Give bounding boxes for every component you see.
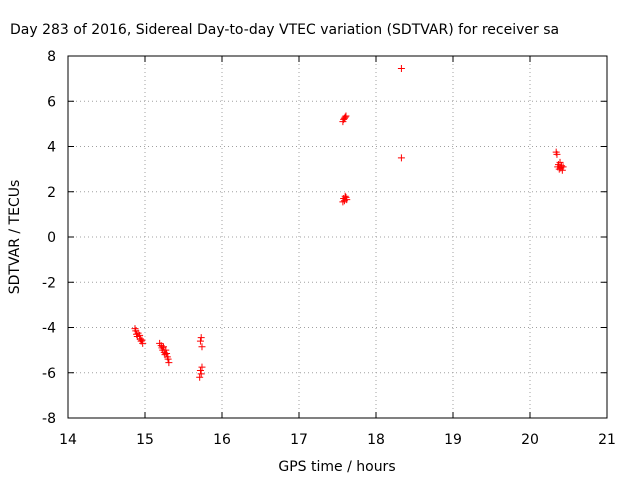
- x-tick-label: 20: [521, 432, 539, 448]
- data-point-marker: [136, 331, 144, 339]
- data-point-marker: [197, 334, 205, 342]
- data-point-marker: [198, 343, 206, 351]
- data-point-marker: [341, 192, 349, 200]
- data-point-marker: [139, 339, 147, 347]
- x-tick-label: 21: [598, 432, 616, 448]
- data-point-marker: [164, 355, 172, 363]
- x-tick-label: 17: [290, 432, 308, 448]
- y-tick-label: -8: [42, 411, 56, 427]
- y-tick-label: -4: [42, 321, 56, 337]
- x-tick-label: 16: [213, 432, 231, 448]
- data-point-marker: [196, 366, 204, 374]
- x-tick-label: 14: [59, 432, 77, 448]
- x-tick-label: 15: [136, 432, 154, 448]
- data-point-marker: [165, 359, 173, 367]
- x-axis-label: GPS time / hours: [278, 459, 395, 475]
- y-tick-label: 4: [47, 140, 56, 156]
- data-point-marker: [343, 196, 351, 204]
- data-point-marker: [556, 158, 564, 166]
- data-point-marker: [397, 64, 405, 72]
- data-point-marker: [559, 163, 567, 171]
- data-point-marker: [196, 337, 204, 345]
- data-points: [131, 64, 567, 381]
- data-point-marker: [553, 150, 561, 158]
- data-point-marker: [558, 166, 566, 174]
- data-point-marker: [198, 363, 206, 371]
- x-tick-label: 19: [444, 432, 462, 448]
- y-tick-label: 8: [47, 49, 56, 65]
- chart-title: Day 283 of 2016, Sidereal Day-to-day VTE…: [10, 22, 559, 38]
- y-tick-label: -6: [42, 366, 56, 382]
- data-point-marker: [196, 373, 204, 381]
- data-point-marker: [558, 162, 566, 170]
- data-point-marker: [163, 350, 171, 358]
- data-point-marker: [341, 113, 349, 121]
- data-point-marker: [340, 114, 348, 122]
- data-point-marker: [162, 346, 170, 354]
- data-point-marker: [197, 370, 205, 378]
- data-point-marker: [138, 336, 146, 344]
- y-axis-label: SDTVAR / TECUs: [7, 180, 23, 295]
- x-tick-label: 18: [367, 432, 385, 448]
- y-tick-label: -2: [42, 275, 56, 291]
- data-point-marker: [397, 154, 405, 162]
- y-tick-label: 0: [47, 230, 56, 246]
- grid-lines: [68, 56, 607, 418]
- y-tick-label: 6: [47, 94, 56, 110]
- data-point-marker: [339, 198, 347, 206]
- y-tick-label: 2: [47, 185, 56, 201]
